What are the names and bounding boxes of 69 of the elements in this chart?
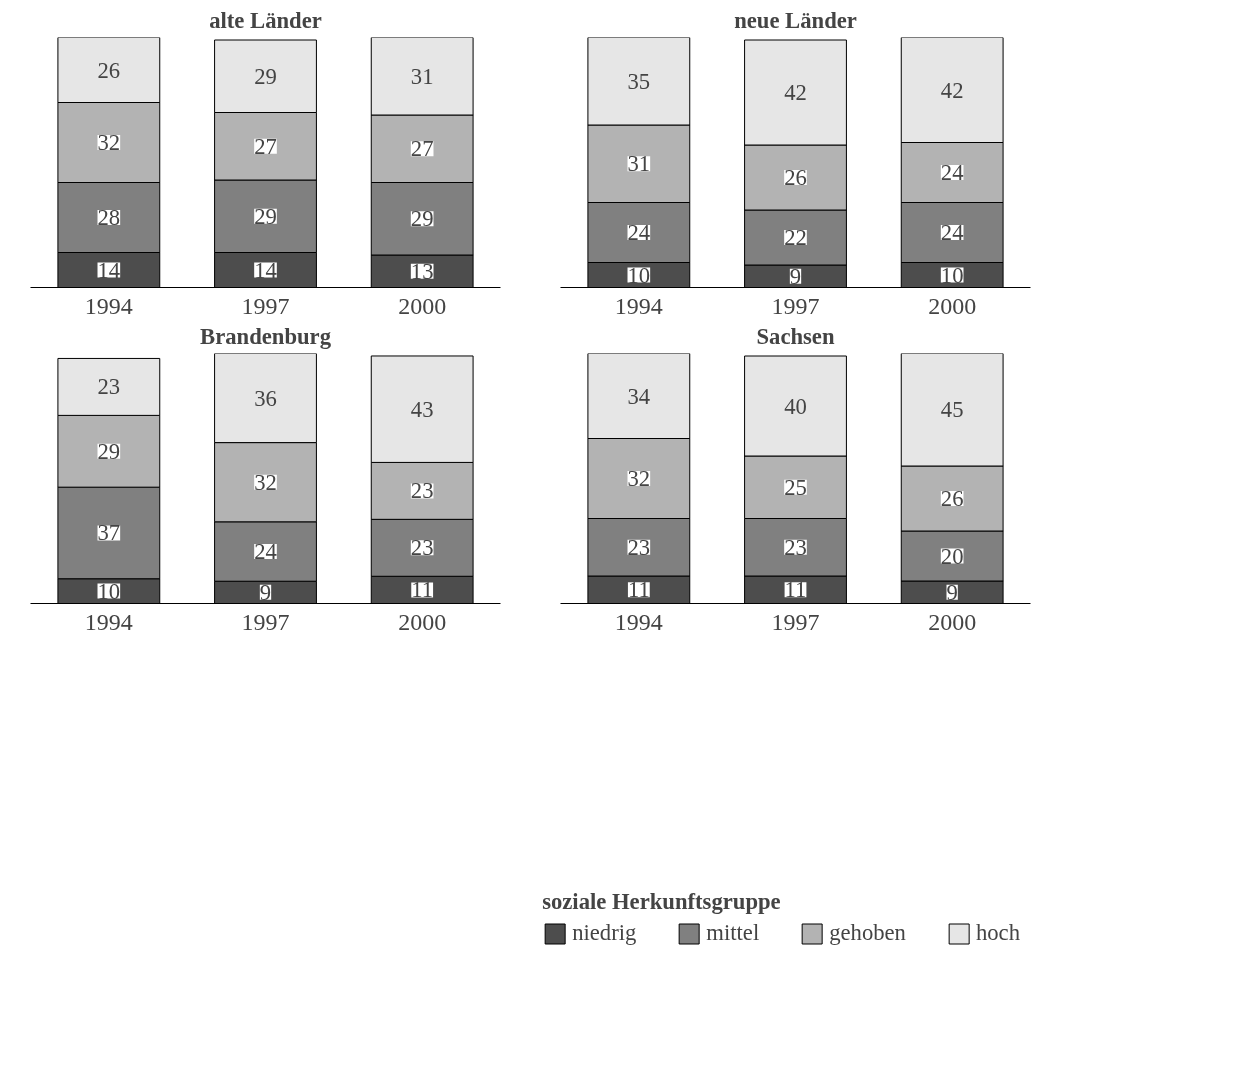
data-label: 29 [410,206,434,232]
x-tick-label: 1994 [84,292,133,319]
data-label: 35 [627,68,651,94]
data-label: 11 [627,577,650,603]
legend-label: mittel [706,920,760,946]
x-tick-label: 1997 [241,608,290,635]
data-label: 11 [784,577,807,603]
data-label: 14 [254,257,277,283]
x-tick-label: 1997 [241,292,290,319]
data-label: 42 [784,80,807,105]
data-label: 9 [946,579,958,605]
data-label: 23 [97,374,121,400]
data-label: 32 [254,469,277,495]
data-label: 32 [627,466,651,491]
data-label: 13 [410,258,434,284]
x-tick-label: 2000 [398,292,447,319]
chart-title: neue Länder [734,7,857,33]
data-label: 23 [627,534,651,560]
data-label: 9 [259,579,272,605]
legend-title: soziale Herkunftsgruppe [542,889,782,915]
data-label: 29 [254,203,277,229]
data-label: 27 [254,133,277,159]
data-label: 40 [784,393,807,419]
data-label: 31 [410,63,434,89]
data-label: 14 [97,257,121,283]
data-label: 23 [410,535,434,561]
data-label: 31 [627,151,651,177]
data-label: 24 [254,539,277,565]
data-label: 45 [940,397,964,423]
data-label: 24 [940,160,964,185]
data-label: 36 [254,385,277,411]
x-tick-label: 2000 [398,608,447,635]
legend-label: niedrig [572,920,637,946]
data-label: 24 [627,220,651,245]
data-label: 9 [789,263,802,289]
data-label: 43 [410,396,434,422]
data-label: 23 [410,478,434,504]
data-label: 32 [97,130,121,155]
data-label: 23 [784,534,807,560]
data-label: 27 [410,136,434,162]
data-label: 34 [627,383,651,409]
legend-label: gehoben [829,920,906,946]
x-tick-label: 1994 [84,608,133,635]
data-label: 20 [940,543,964,569]
data-label: 22 [784,225,807,250]
data-label: 42 [940,77,964,103]
x-tick-label: 2000 [928,608,977,635]
legend-label: hoch [975,920,1020,946]
data-label: 29 [254,63,277,89]
data-label: 28 [97,205,121,230]
x-tick-label: 1997 [771,608,820,635]
x-tick-label: 1997 [771,292,820,319]
x-tick-label: 2000 [928,292,977,319]
data-label: 11 [411,577,434,603]
data-label: 24 [940,220,964,245]
chart-title: alte Länder [209,7,322,33]
data-label: 37 [97,520,121,546]
x-tick-label: 1994 [614,292,663,319]
data-label: 26 [97,57,121,83]
data-label: 29 [97,438,121,464]
data-label: 10 [940,262,964,288]
data-label: 26 [940,486,964,511]
data-label: 25 [784,474,807,500]
chart-title: Brandenburg [200,323,332,349]
x-tick-label: 1994 [614,608,663,635]
data-label: 10 [97,578,121,604]
data-label: 10 [627,262,651,288]
chart-title: Sachsen [756,323,835,349]
data-label: 26 [784,165,807,190]
